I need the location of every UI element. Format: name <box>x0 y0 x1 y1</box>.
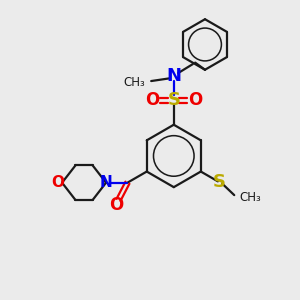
Text: O: O <box>52 175 65 190</box>
Text: S: S <box>167 92 180 110</box>
Text: N: N <box>166 67 181 85</box>
Text: O: O <box>188 92 202 110</box>
Text: O: O <box>109 196 124 214</box>
Text: O: O <box>145 92 160 110</box>
Text: CH₃: CH₃ <box>124 76 145 89</box>
Text: S: S <box>213 173 226 191</box>
Text: N: N <box>100 175 112 190</box>
Text: CH₃: CH₃ <box>239 191 261 204</box>
